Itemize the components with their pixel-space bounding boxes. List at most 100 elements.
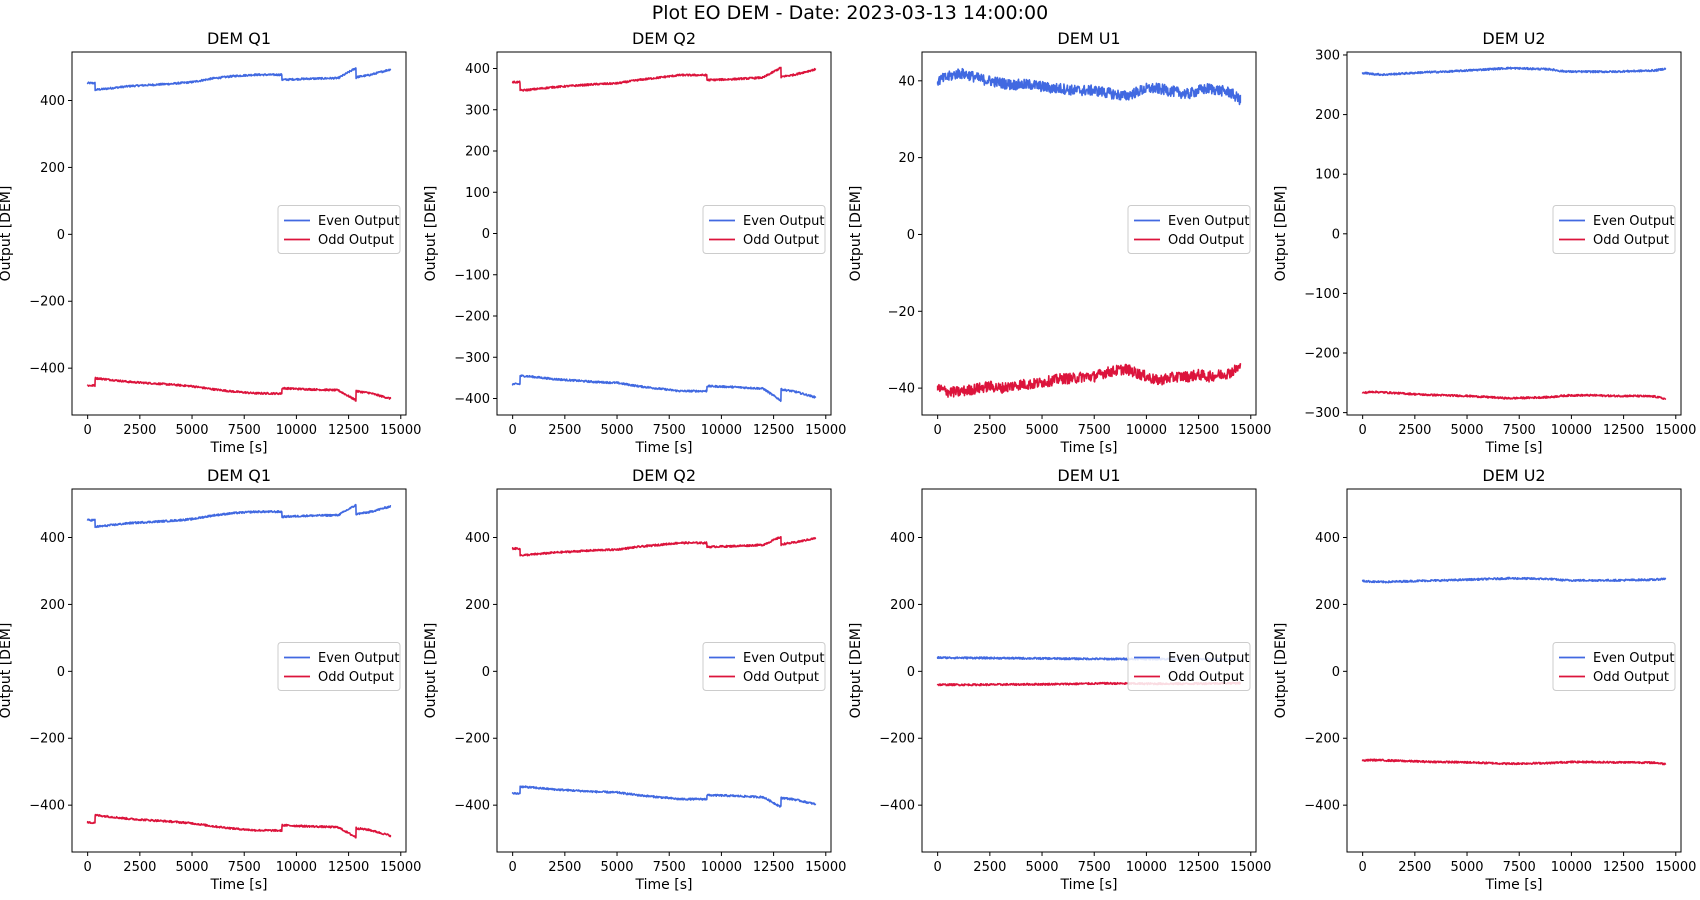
legend: Even Output Odd Output: [1552, 642, 1676, 691]
x-tick-label: 5000: [1025, 860, 1058, 875]
legend-label: Odd Output: [318, 670, 394, 685]
data-lines: [1361, 576, 1667, 766]
series-line-even: [86, 67, 392, 92]
x-axis-label: Time [s]: [1485, 877, 1543, 893]
subplot-2-2: DEM Q2 0 2500 5000 7500 10000 12500 15000 −400 −2…: [423, 466, 846, 893]
series-line-odd: [86, 376, 392, 402]
y-tick-label: 200: [890, 598, 915, 613]
x-tick-label: 12500: [753, 860, 794, 875]
x-tick-label: 5000: [1450, 423, 1483, 438]
x-axis-label: Time [s]: [210, 877, 268, 893]
x-tick-label: 12500: [328, 860, 369, 875]
x-tick-label: 7500: [228, 860, 261, 875]
legend-label: Odd Output: [318, 233, 394, 248]
figure-suptitle: Plot EO DEM - Date: 2023-03-13 14:00:00: [652, 2, 1048, 24]
x-axis-label: Time [s]: [1060, 877, 1118, 893]
y-tick-label: −200: [879, 732, 915, 747]
subplot-title: DEM U2: [1482, 29, 1545, 48]
y-tick-label: 40: [898, 74, 915, 89]
x-tick-label: 10000: [276, 860, 317, 875]
y-tick-label: 0: [907, 665, 915, 680]
x-tick-label: 5000: [600, 860, 633, 875]
x-tick-label: 0: [84, 860, 92, 875]
subplot-title: DEM Q2: [632, 466, 696, 485]
x-tick-label: 2500: [548, 860, 581, 875]
x-tick-label: 2500: [973, 423, 1006, 438]
x-axis-label: Time [s]: [210, 440, 268, 456]
y-tick-label: 200: [1315, 108, 1340, 123]
y-tick-label: 0: [57, 665, 65, 680]
x-tick-label: 7500: [1078, 860, 1111, 875]
y-axis-label: Output [DEM]: [1273, 186, 1289, 282]
series-line-odd: [511, 66, 817, 92]
x-tick-label: 10000: [1126, 423, 1167, 438]
y-tick-label: 400: [890, 531, 915, 546]
y-axis-label: Output [DEM]: [423, 623, 439, 719]
data-lines: [511, 536, 817, 808]
data-lines: [936, 67, 1242, 398]
x-tick-label: 2500: [123, 860, 156, 875]
legend: Even Output Odd Output: [702, 205, 826, 254]
subplot-1-1: DEM Q1 0 2500 5000 7500 10000 12500 15000 −400 −2…: [0, 29, 421, 456]
series-line-odd: [1361, 758, 1667, 766]
series-line-even: [511, 785, 817, 808]
plot-frame: [71, 488, 407, 853]
x-tick-label: 7500: [228, 423, 261, 438]
y-tick-label: 0: [1332, 665, 1340, 680]
legend-label: Even Output: [1593, 651, 1674, 666]
x-axis-label: Time [s]: [635, 877, 693, 893]
y-axis-label: Output [DEM]: [0, 186, 14, 282]
y-tick-label: −200: [29, 732, 65, 747]
y-tick-label: 400: [465, 62, 490, 77]
subplot-2-4: DEM U2 0 2500 5000 7500 10000 12500 15000 −400 −2…: [1273, 466, 1696, 893]
y-tick-label: 20: [898, 151, 915, 166]
x-tick-label: 15000: [1655, 423, 1696, 438]
legend-box: [702, 205, 826, 254]
plot-frame: [1346, 488, 1682, 853]
x-tick-label: 2500: [123, 423, 156, 438]
x-tick-label: 15000: [1655, 860, 1696, 875]
data-lines: [511, 66, 817, 403]
subplot-1-2: DEM Q2 0 2500 5000 7500 10000 12500 15000 −400 −3…: [423, 29, 846, 456]
x-tick-label: 2500: [973, 860, 1006, 875]
legend-label: Odd Output: [1593, 233, 1669, 248]
y-tick-label: −400: [454, 799, 490, 814]
x-axis-label: Time [s]: [635, 440, 693, 456]
y-axis-label: Output [DEM]: [848, 186, 864, 282]
x-tick-label: 12500: [753, 423, 794, 438]
y-tick-label: 400: [1315, 531, 1340, 546]
plot-frame: [71, 51, 407, 416]
x-axis-label: Time [s]: [1485, 440, 1543, 456]
plot-frame: [921, 488, 1257, 853]
x-tick-label: 10000: [701, 423, 742, 438]
legend-box: [277, 205, 401, 254]
x-tick-label: 0: [84, 423, 92, 438]
y-tick-label: 200: [40, 161, 65, 176]
legend: Even Output Odd Output: [277, 642, 401, 691]
y-tick-label: −400: [879, 799, 915, 814]
legend-label: Odd Output: [743, 670, 819, 685]
subplot-2-1: DEM Q1 0 2500 5000 7500 10000 12500 15000 −400 −2…: [0, 466, 421, 893]
legend-label: Odd Output: [1593, 670, 1669, 685]
y-tick-label: −200: [1304, 732, 1340, 747]
legend-box: [702, 642, 826, 691]
x-tick-label: 0: [1359, 423, 1367, 438]
series-line-even: [1361, 576, 1667, 584]
y-tick-label: −40: [888, 382, 915, 397]
y-tick-label: 0: [482, 665, 490, 680]
plot-frame: [496, 488, 832, 853]
subplot-2-3: DEM U1 0 2500 5000 7500 10000 12500 15000 −400 −2…: [848, 466, 1271, 893]
subplot-title: DEM U1: [1057, 29, 1120, 48]
series-line-even: [511, 374, 817, 403]
data-lines: [86, 503, 392, 839]
y-tick-label: −20: [888, 305, 915, 320]
x-tick-label: 0: [934, 860, 942, 875]
y-tick-label: −100: [454, 268, 490, 283]
y-tick-label: −400: [1304, 799, 1340, 814]
legend-label: Odd Output: [1168, 670, 1244, 685]
x-tick-label: 5000: [1025, 423, 1058, 438]
legend: Even Output Odd Output: [277, 205, 401, 254]
y-tick-label: 0: [1332, 227, 1340, 242]
x-tick-label: 7500: [653, 860, 686, 875]
legend: Even Output Odd Output: [702, 642, 826, 691]
